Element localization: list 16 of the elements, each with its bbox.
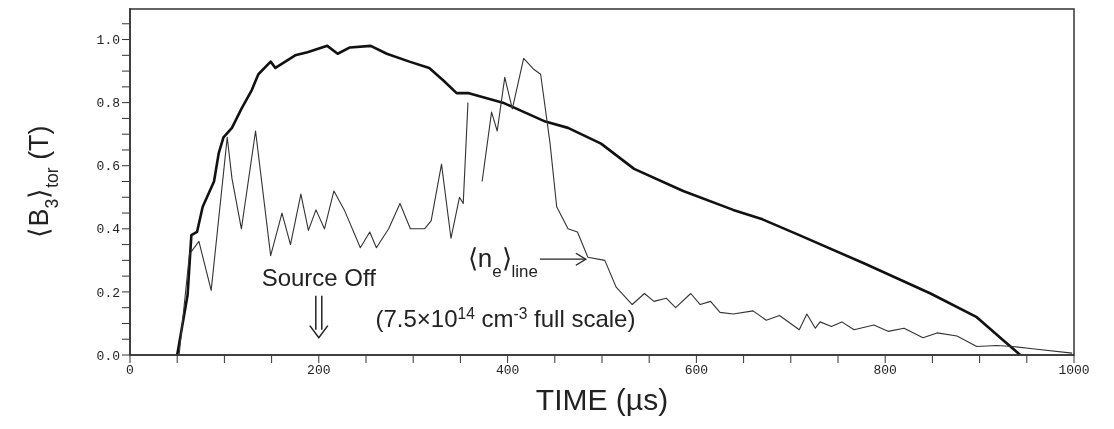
x-tick-label: 0 (126, 363, 134, 379)
x-tick-label: 400 (495, 363, 520, 379)
y-tick-label: 0.2 (96, 285, 120, 301)
x-tick-label: 800 (873, 363, 897, 379)
series-label: ⟨n$_{e}$⟩$_{line}$ (467, 243, 538, 281)
annotation: (7.5×10$^{14}$ cm$^{-3}$ full scale) (375, 304, 636, 333)
annotation: Source Off (261, 263, 377, 291)
y-tick-label: 0.4 (96, 222, 121, 238)
y-tick-label: 1.0 (96, 33, 120, 49)
y-tick-label: 0.8 (96, 96, 120, 112)
x-axis-title: TIME (µs) (535, 383, 669, 416)
x-tick-label: 600 (684, 363, 709, 379)
y-tick-label: 0.0 (96, 348, 120, 364)
x-tick-label: 200 (307, 363, 331, 379)
x-tick-label: 1000 (1058, 363, 1090, 379)
y-tick-label: 0.6 (96, 159, 120, 175)
